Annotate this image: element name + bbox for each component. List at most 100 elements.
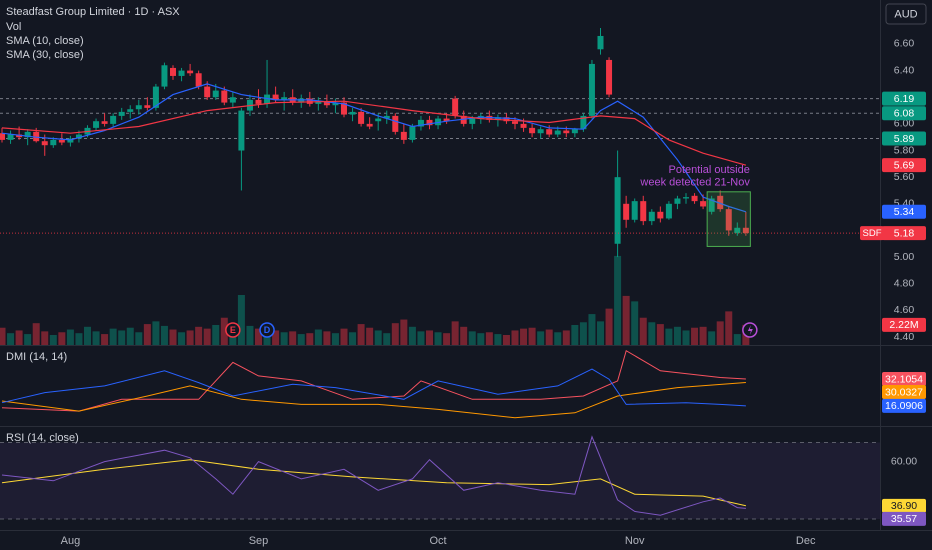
event-marker	[259, 322, 275, 338]
candle-body	[563, 130, 570, 134]
price-level-label: 6.08	[894, 108, 915, 120]
candle-body	[33, 131, 40, 142]
x-tick-label: Dec	[796, 535, 816, 547]
volume-bar	[246, 325, 254, 345]
event-label: E	[230, 325, 236, 335]
candle-body	[0, 133, 5, 140]
series-line	[1, 349, 746, 412]
annotation-text: Potential outside	[669, 164, 750, 176]
sma-last-label-bg	[882, 158, 926, 173]
series-line	[1, 459, 747, 507]
candle-body	[691, 195, 698, 202]
candle-body	[306, 98, 313, 104]
volume-bar	[331, 333, 339, 345]
volume-bar	[451, 321, 459, 345]
volume-bar	[485, 332, 493, 345]
candle-body	[648, 211, 655, 222]
y-tick-label: 60.00	[891, 455, 917, 467]
price-level-label: 5.89	[894, 133, 915, 145]
y-tick-label: 5.60	[894, 171, 915, 183]
volume-bar	[349, 332, 357, 345]
volume-label-bg	[882, 317, 926, 332]
series-line	[1, 83, 747, 213]
volume-bar	[733, 334, 741, 345]
legend-sma: SMA (10, close)	[6, 35, 84, 47]
volume-bar	[699, 326, 707, 345]
currency: AUD	[894, 8, 917, 20]
volume-bar	[92, 331, 100, 345]
currency-button[interactable]	[885, 3, 927, 25]
price-level-label: 6.19	[894, 93, 915, 105]
volume-bar	[366, 327, 374, 345]
candle-body	[170, 67, 176, 76]
price-level-label-bg	[882, 91, 926, 106]
volume-bar	[725, 311, 733, 345]
candle-body	[580, 115, 587, 130]
candle-body	[178, 70, 185, 76]
y-tick-label: 6.00	[894, 118, 915, 130]
volume-bar	[408, 326, 416, 345]
volume-bar	[280, 332, 288, 345]
volume-bar	[32, 323, 40, 345]
candle-body	[657, 211, 664, 219]
event-icon	[747, 325, 753, 335]
candle-body	[494, 117, 501, 120]
volume-bar	[622, 295, 630, 345]
last-value-label: 30.0327	[885, 386, 923, 398]
symbol-tag: SDF	[863, 228, 882, 239]
volume-bar	[101, 334, 109, 345]
last-value-label-bg	[882, 398, 926, 413]
last-value-label-bg	[882, 385, 926, 400]
event-label: D	[264, 325, 271, 335]
volume-bar	[340, 328, 348, 345]
candle-body	[571, 129, 578, 134]
volume-bar	[417, 331, 425, 345]
volume-bar	[511, 330, 519, 345]
volume-bar	[648, 322, 656, 345]
volume-bar	[588, 314, 596, 345]
candle-body	[554, 130, 561, 135]
last-value-label-bg	[882, 372, 926, 387]
candle-body	[683, 197, 689, 199]
volume-bar	[75, 333, 83, 345]
price-level-label-bg	[882, 131, 926, 146]
volume-bar	[314, 329, 322, 345]
y-tick-label: 4.80	[894, 278, 915, 290]
volume-bar	[502, 335, 510, 345]
volume-bar	[665, 328, 673, 345]
x-tick-label: Nov	[625, 535, 645, 547]
sma-last-label: 5.34	[894, 206, 915, 218]
volume-bar	[255, 328, 262, 345]
volume-bar	[383, 333, 391, 345]
y-tick-label: 4.60	[894, 304, 915, 316]
candle-body	[195, 73, 202, 87]
dmi-title: DMI (14, 14)	[6, 351, 67, 363]
candle-body	[520, 123, 527, 128]
volume-bar	[545, 329, 553, 345]
candle-body	[674, 198, 681, 204]
volume-bar	[109, 328, 117, 345]
candle-body	[187, 70, 194, 74]
volume-bar	[41, 331, 49, 345]
volume-bar	[605, 308, 613, 345]
candle-body	[383, 115, 390, 119]
candle-body	[332, 102, 339, 106]
candle-body	[16, 134, 23, 138]
volume-bar	[135, 332, 143, 345]
volume-bar	[186, 330, 194, 345]
volume-bar	[691, 327, 699, 345]
volume-bar	[579, 322, 587, 345]
chart-title: Steadfast Group Limited · 1D · ASX	[6, 6, 180, 18]
volume-bar	[58, 332, 66, 345]
candle-body	[221, 90, 228, 103]
volume-bar	[443, 333, 451, 345]
candle-body	[606, 59, 613, 95]
last-value-label: 36.90	[891, 500, 917, 512]
volume-bar	[673, 326, 681, 345]
volume-bar	[178, 332, 186, 345]
volume-bar	[374, 330, 382, 345]
candle-body	[503, 117, 510, 122]
volume-bar	[212, 325, 220, 345]
last-price-label-bg	[882, 226, 926, 241]
candle-body	[238, 110, 245, 151]
